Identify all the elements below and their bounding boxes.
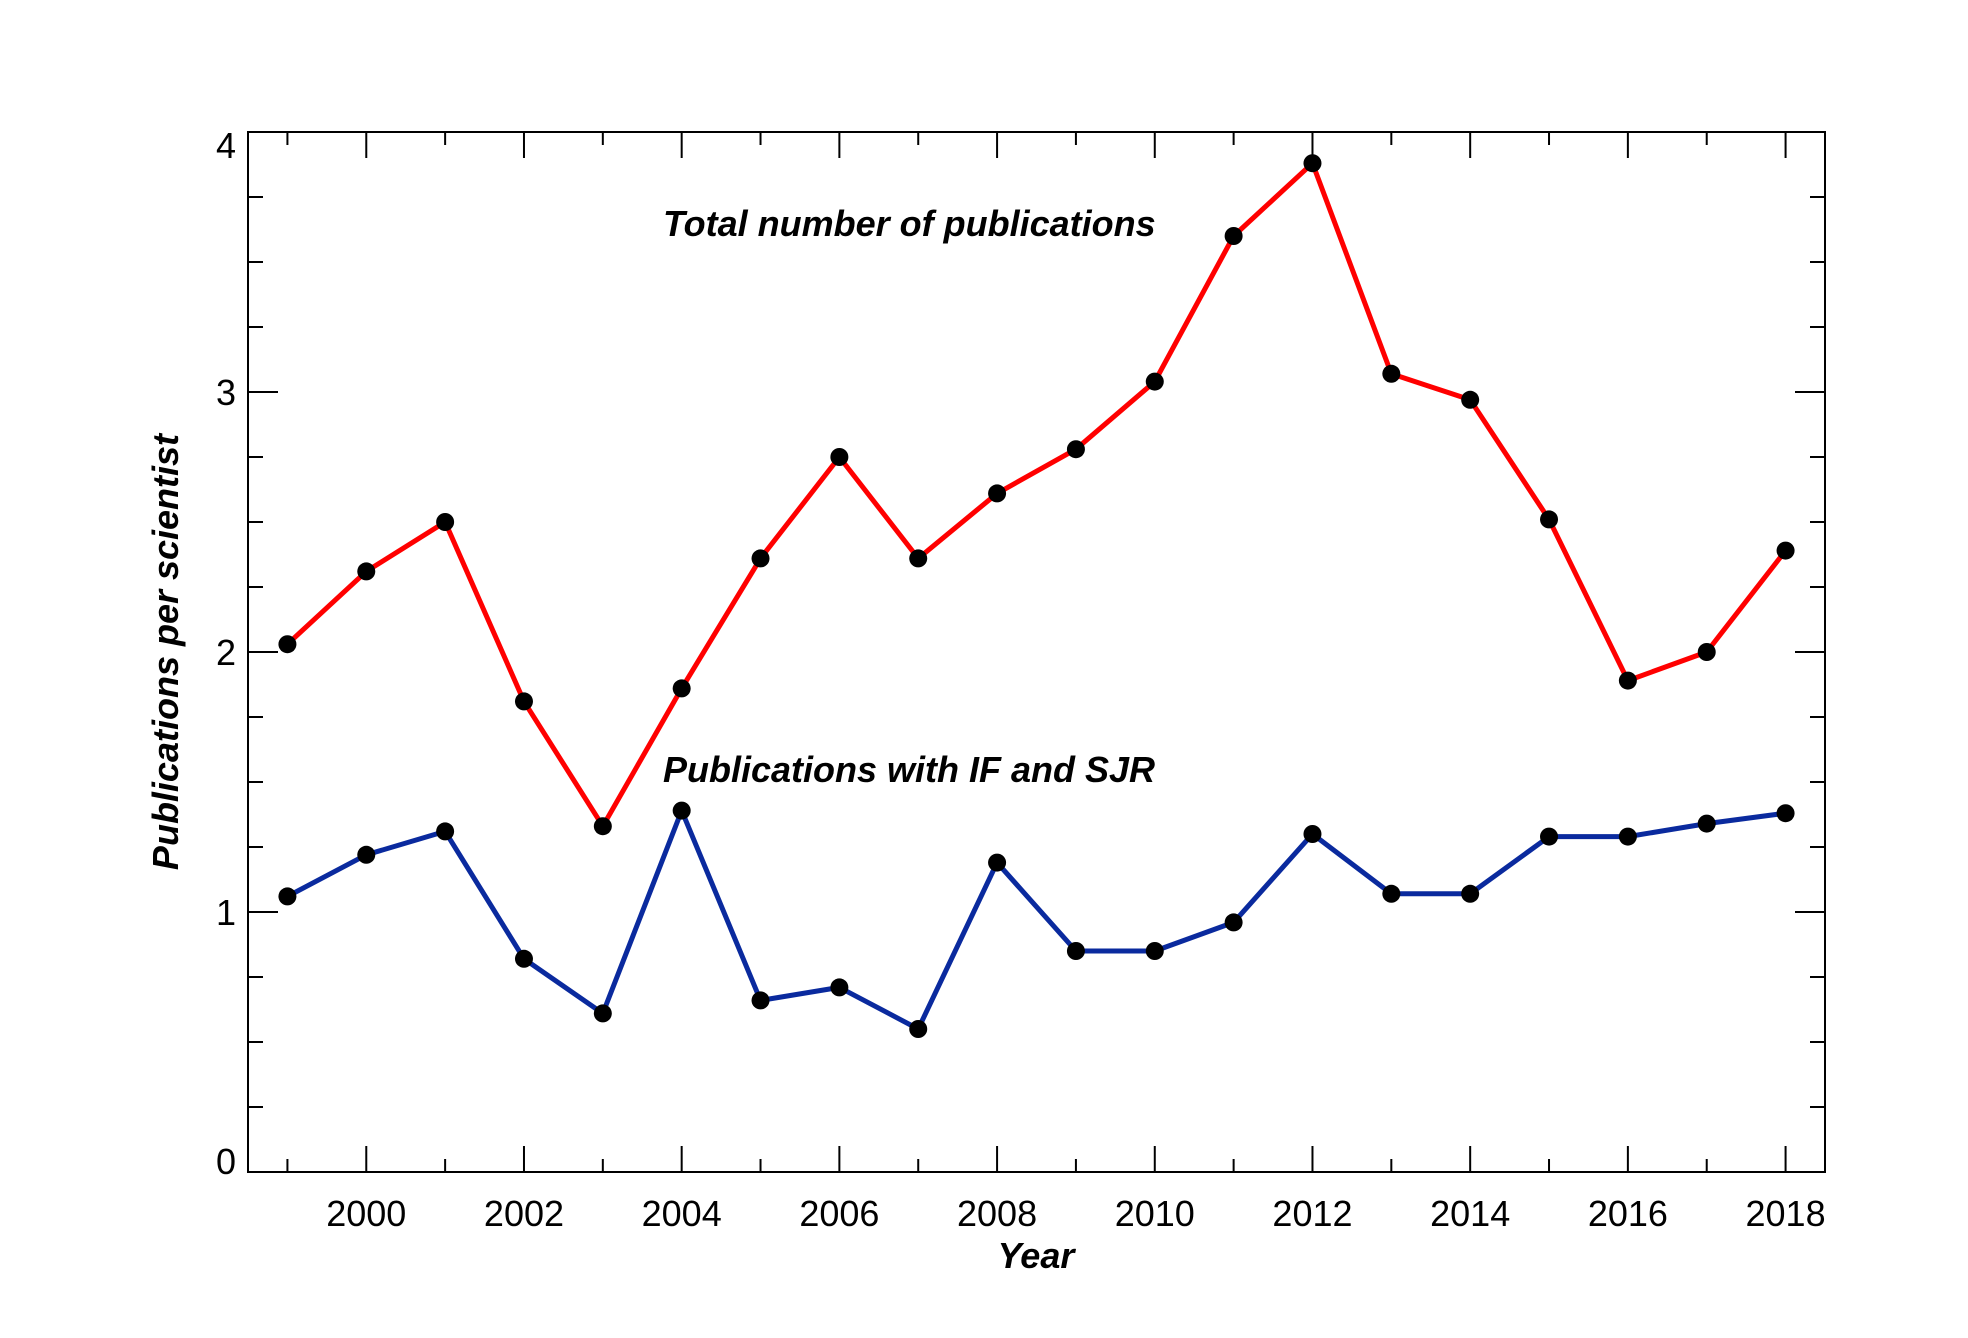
- data-point-1: [988, 853, 1007, 872]
- x-tick-label: 2006: [799, 1193, 879, 1234]
- series-label-total: Total number of publications: [663, 203, 1156, 244]
- data-point-1: [1461, 884, 1480, 903]
- data-point-1: [672, 801, 691, 820]
- y-tick-label: 4: [216, 125, 236, 166]
- x-tick-label: 2018: [1746, 1193, 1826, 1234]
- data-point-0: [830, 448, 849, 466]
- x-axis-title: Year: [998, 1235, 1077, 1276]
- x-tick-label: 2014: [1430, 1193, 1510, 1234]
- data-point-1: [1066, 942, 1085, 960]
- data-point-0: [1697, 643, 1716, 661]
- data-point-1: [278, 887, 297, 906]
- data-point-1: [593, 1004, 612, 1023]
- axis-ticks: [248, 131, 1825, 1173]
- series-lines: [285, 160, 1788, 1032]
- data-point-1: [1697, 814, 1716, 833]
- data-point-1: [514, 949, 533, 968]
- data-point-0: [1145, 372, 1164, 391]
- data-point-0: [1224, 227, 1243, 245]
- x-tick-label: 2004: [642, 1193, 722, 1234]
- data-point-0: [1382, 364, 1401, 383]
- series-line-0: [285, 160, 1788, 829]
- data-point-1: [909, 1020, 928, 1038]
- y-tick-label: 2: [216, 632, 236, 673]
- series-line-1: [286, 808, 1786, 1032]
- data-point-1: [357, 845, 376, 864]
- y-tick-label: 3: [216, 372, 236, 413]
- data-point-0: [278, 635, 297, 654]
- data-point-1: [1303, 825, 1322, 843]
- x-tick-label: 2002: [484, 1193, 564, 1234]
- data-point-0: [1540, 510, 1559, 529]
- data-point-0: [514, 692, 533, 711]
- data-point-0: [672, 679, 691, 698]
- data-point-1: [751, 991, 770, 1010]
- data-point-1: [436, 822, 455, 841]
- data-point-0: [1461, 390, 1480, 409]
- data-point-0: [436, 513, 455, 531]
- y-tick-label: 0: [216, 1141, 236, 1182]
- x-tick-label: 2012: [1272, 1193, 1352, 1234]
- x-tick-label: 2016: [1588, 1193, 1668, 1234]
- x-tick-label: 2010: [1115, 1193, 1195, 1234]
- y-tick-labels: 0 1 2 3 4: [216, 125, 236, 1182]
- data-point-1: [830, 978, 849, 997]
- data-point-1: [1776, 804, 1795, 823]
- data-point-0: [909, 549, 928, 568]
- plot-frame: [247, 131, 1826, 1173]
- data-point-0: [1776, 541, 1795, 560]
- y-tick-label: 1: [216, 892, 236, 933]
- x-tick-label: 2008: [957, 1193, 1037, 1234]
- data-point-0: [593, 817, 612, 836]
- data-point-0: [357, 562, 376, 581]
- data-points: [278, 154, 1795, 1038]
- data-point-0: [1303, 154, 1322, 173]
- data-point-0: [1618, 671, 1637, 690]
- data-point-1: [1618, 827, 1637, 846]
- series-label-if-sjr: Publications with IF and SJR: [663, 749, 1155, 790]
- data-point-1: [1145, 942, 1164, 960]
- data-point-1: [1540, 827, 1559, 846]
- data-point-0: [988, 484, 1007, 503]
- x-tick-label: 2000: [326, 1193, 406, 1234]
- data-point-1: [1382, 884, 1401, 903]
- data-point-0: [1066, 440, 1085, 459]
- data-point-1: [1224, 913, 1243, 932]
- y-axis-title: Publications per scientist: [145, 432, 186, 870]
- x-tick-labels: 2000 2002 2004 2006 2008 2010 2012 2014 2016 2018: [326, 1193, 1825, 1234]
- data-point-0: [751, 549, 770, 568]
